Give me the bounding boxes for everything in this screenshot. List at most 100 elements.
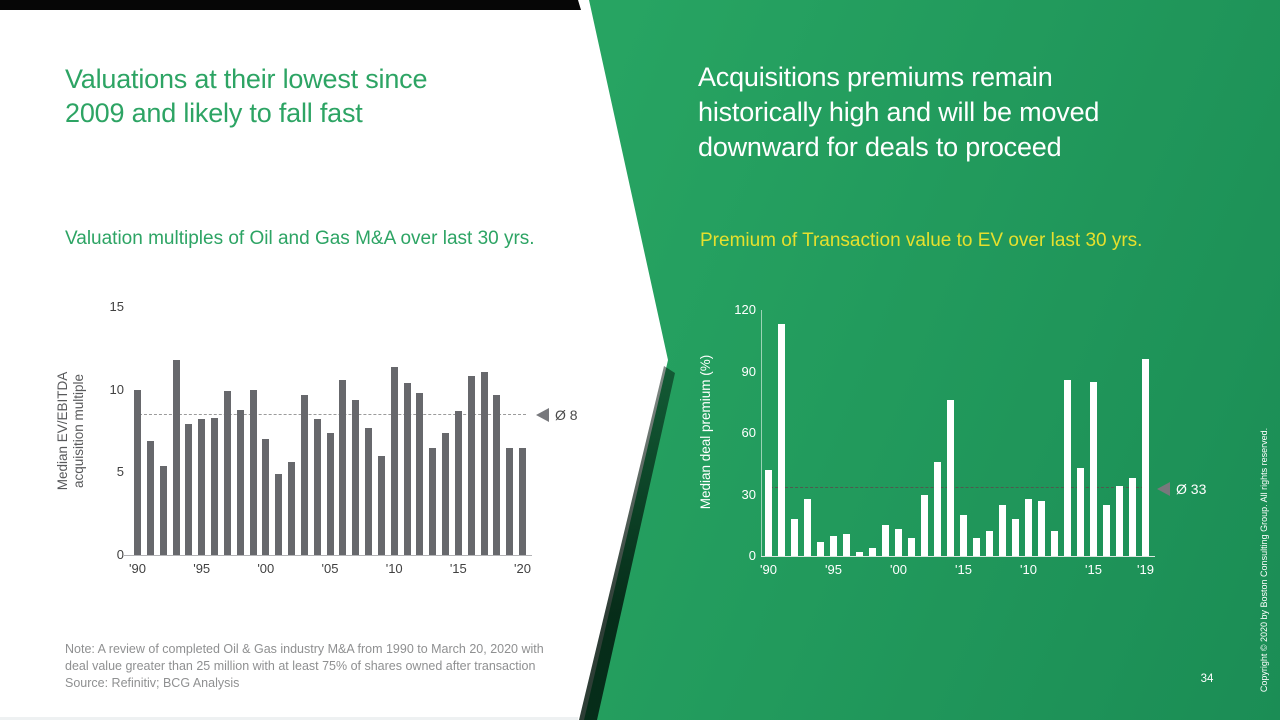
page-number: 34 bbox=[1200, 673, 1214, 685]
bar-2005 bbox=[960, 515, 967, 556]
bar-2012 bbox=[416, 393, 424, 555]
bar-2006 bbox=[973, 537, 980, 556]
left-average-label: Ø 8 bbox=[555, 407, 578, 423]
left-chart-plot-area bbox=[134, 307, 526, 555]
y-tick-0: 0 bbox=[748, 548, 756, 563]
bar-2012 bbox=[1051, 531, 1058, 556]
bar-1991 bbox=[146, 440, 154, 555]
bar-2004 bbox=[313, 419, 321, 555]
footnote: Note: A review of completed Oil & Gas in… bbox=[65, 641, 544, 692]
footnote-line-2: deal value greater than 25 million with … bbox=[65, 659, 536, 673]
right-average-marker: Ø 33 bbox=[1157, 481, 1206, 497]
right-headline-line-3: downward for deals to proceed bbox=[698, 132, 1062, 162]
bar-2005 bbox=[326, 432, 334, 555]
bar-1993 bbox=[172, 359, 180, 555]
bar-2002 bbox=[921, 494, 928, 556]
bar-2008 bbox=[365, 427, 372, 555]
bar-2000 bbox=[895, 529, 902, 556]
right-chart-plot-area bbox=[765, 310, 1149, 556]
bottom-light-strip bbox=[0, 717, 578, 720]
right-average-dashed-line bbox=[765, 487, 1149, 489]
left-chart-y-axis-label: Median EV/EBITDA acquisition multiple bbox=[55, 372, 87, 491]
bar-2013 bbox=[1064, 379, 1071, 556]
bar-1995 bbox=[198, 419, 206, 555]
y-tick-5: 5 bbox=[116, 464, 124, 480]
bar-2011 bbox=[1038, 500, 1045, 556]
left-average-dashed-line bbox=[134, 413, 526, 415]
x-tick-95: '95 bbox=[825, 562, 842, 577]
x-tick-10: '10 bbox=[385, 561, 403, 576]
bar-1990 bbox=[134, 389, 141, 555]
right-chart-y-axis-label: Median deal premium (%) bbox=[698, 355, 714, 510]
bar-2002 bbox=[288, 462, 295, 555]
bar-1998 bbox=[236, 409, 244, 555]
bar-2018 bbox=[1129, 478, 1136, 556]
bar-2003 bbox=[300, 394, 308, 555]
bar-2019 bbox=[506, 447, 514, 555]
y-tick-90: 90 bbox=[741, 363, 756, 379]
x-tick-90: '90 bbox=[760, 562, 777, 577]
y-tick-120: 120 bbox=[734, 302, 756, 317]
x-tick-00: '00 bbox=[257, 561, 275, 576]
left-chart-title: Valuation multiples of Oil and Gas M&A o… bbox=[65, 228, 535, 249]
bar-2003 bbox=[934, 461, 941, 556]
bar-1994 bbox=[185, 424, 193, 555]
right-headline: Acquisitions premiums remain historicall… bbox=[698, 60, 1099, 165]
bar-1991 bbox=[778, 324, 785, 556]
right-chart-x-axis bbox=[761, 556, 1155, 557]
bar-1990 bbox=[765, 469, 772, 556]
bar-2001 bbox=[908, 537, 915, 556]
left-chart-x-axis bbox=[124, 555, 532, 556]
y-tick-10: 10 bbox=[109, 381, 124, 397]
left-chart-x-ticks: '90 '95 '00 '05 '10 '15 '20 bbox=[129, 561, 531, 579]
bar-2014 bbox=[442, 432, 449, 555]
bar-2013 bbox=[429, 447, 437, 555]
right-chart-x-ticks: '90 '95 '00 '15 '10 '15 '19 bbox=[760, 562, 1154, 580]
y-tick-15: 15 bbox=[109, 299, 124, 314]
left-headline-line-1: Valuations at their lowest since bbox=[65, 64, 428, 94]
x-tick-19: '19 bbox=[1137, 562, 1154, 577]
x-tick-90: '90 bbox=[129, 561, 146, 576]
bar-1999 bbox=[882, 525, 889, 556]
bar-1992 bbox=[159, 465, 167, 555]
bar-2010 bbox=[390, 366, 398, 555]
right-headline-line-2: historically high and will be moved bbox=[698, 97, 1100, 127]
left-arrow-icon bbox=[536, 408, 549, 422]
bar-2015 bbox=[454, 411, 462, 555]
bar-1997 bbox=[856, 551, 863, 556]
bar-2007 bbox=[986, 531, 993, 556]
left-headline: Valuations at their lowest since 2009 an… bbox=[65, 62, 427, 130]
bar-1996 bbox=[843, 533, 850, 556]
bar-2016 bbox=[1103, 504, 1110, 556]
bar-2017 bbox=[1116, 486, 1123, 556]
top-black-bar bbox=[0, 0, 581, 10]
bar-2009 bbox=[1012, 519, 1019, 556]
x-tick-00: '00 bbox=[890, 562, 907, 577]
right-arrow-icon bbox=[1157, 482, 1170, 496]
bar-2000 bbox=[262, 439, 270, 555]
bar-1999 bbox=[249, 389, 257, 555]
right-y-label-line-1: Median deal premium (%) bbox=[698, 354, 713, 510]
right-chart-title: Premium of Transaction value to EV over … bbox=[700, 230, 1143, 251]
left-chart-y-ticks: 0 5 10 15 bbox=[92, 300, 124, 562]
left-y-label-line-2: acquisition multiple bbox=[71, 373, 86, 489]
bar-1996 bbox=[211, 417, 218, 555]
x-tick-15: '15 bbox=[1085, 562, 1102, 577]
x-tick-20: '20 bbox=[514, 561, 531, 576]
left-average-marker: Ø 8 bbox=[536, 407, 578, 423]
bar-1997 bbox=[223, 391, 231, 555]
right-chart-y-ticks: 0 30 60 90 120 bbox=[718, 303, 756, 563]
footnote-line-1: Note: A review of completed Oil & Gas in… bbox=[65, 642, 544, 656]
bar-2006 bbox=[339, 379, 347, 555]
bar-2015 bbox=[1090, 381, 1097, 556]
left-headline-line-2: 2009 and likely to fall fast bbox=[65, 98, 363, 128]
y-tick-0: 0 bbox=[116, 547, 124, 562]
x-tick-15: '15 bbox=[955, 562, 972, 577]
bar-2001 bbox=[275, 474, 283, 555]
bar-2011 bbox=[403, 383, 411, 555]
right-chart-y-axis bbox=[761, 310, 762, 556]
bar-2010 bbox=[1025, 498, 1032, 556]
x-tick-95: '95 bbox=[193, 561, 211, 576]
